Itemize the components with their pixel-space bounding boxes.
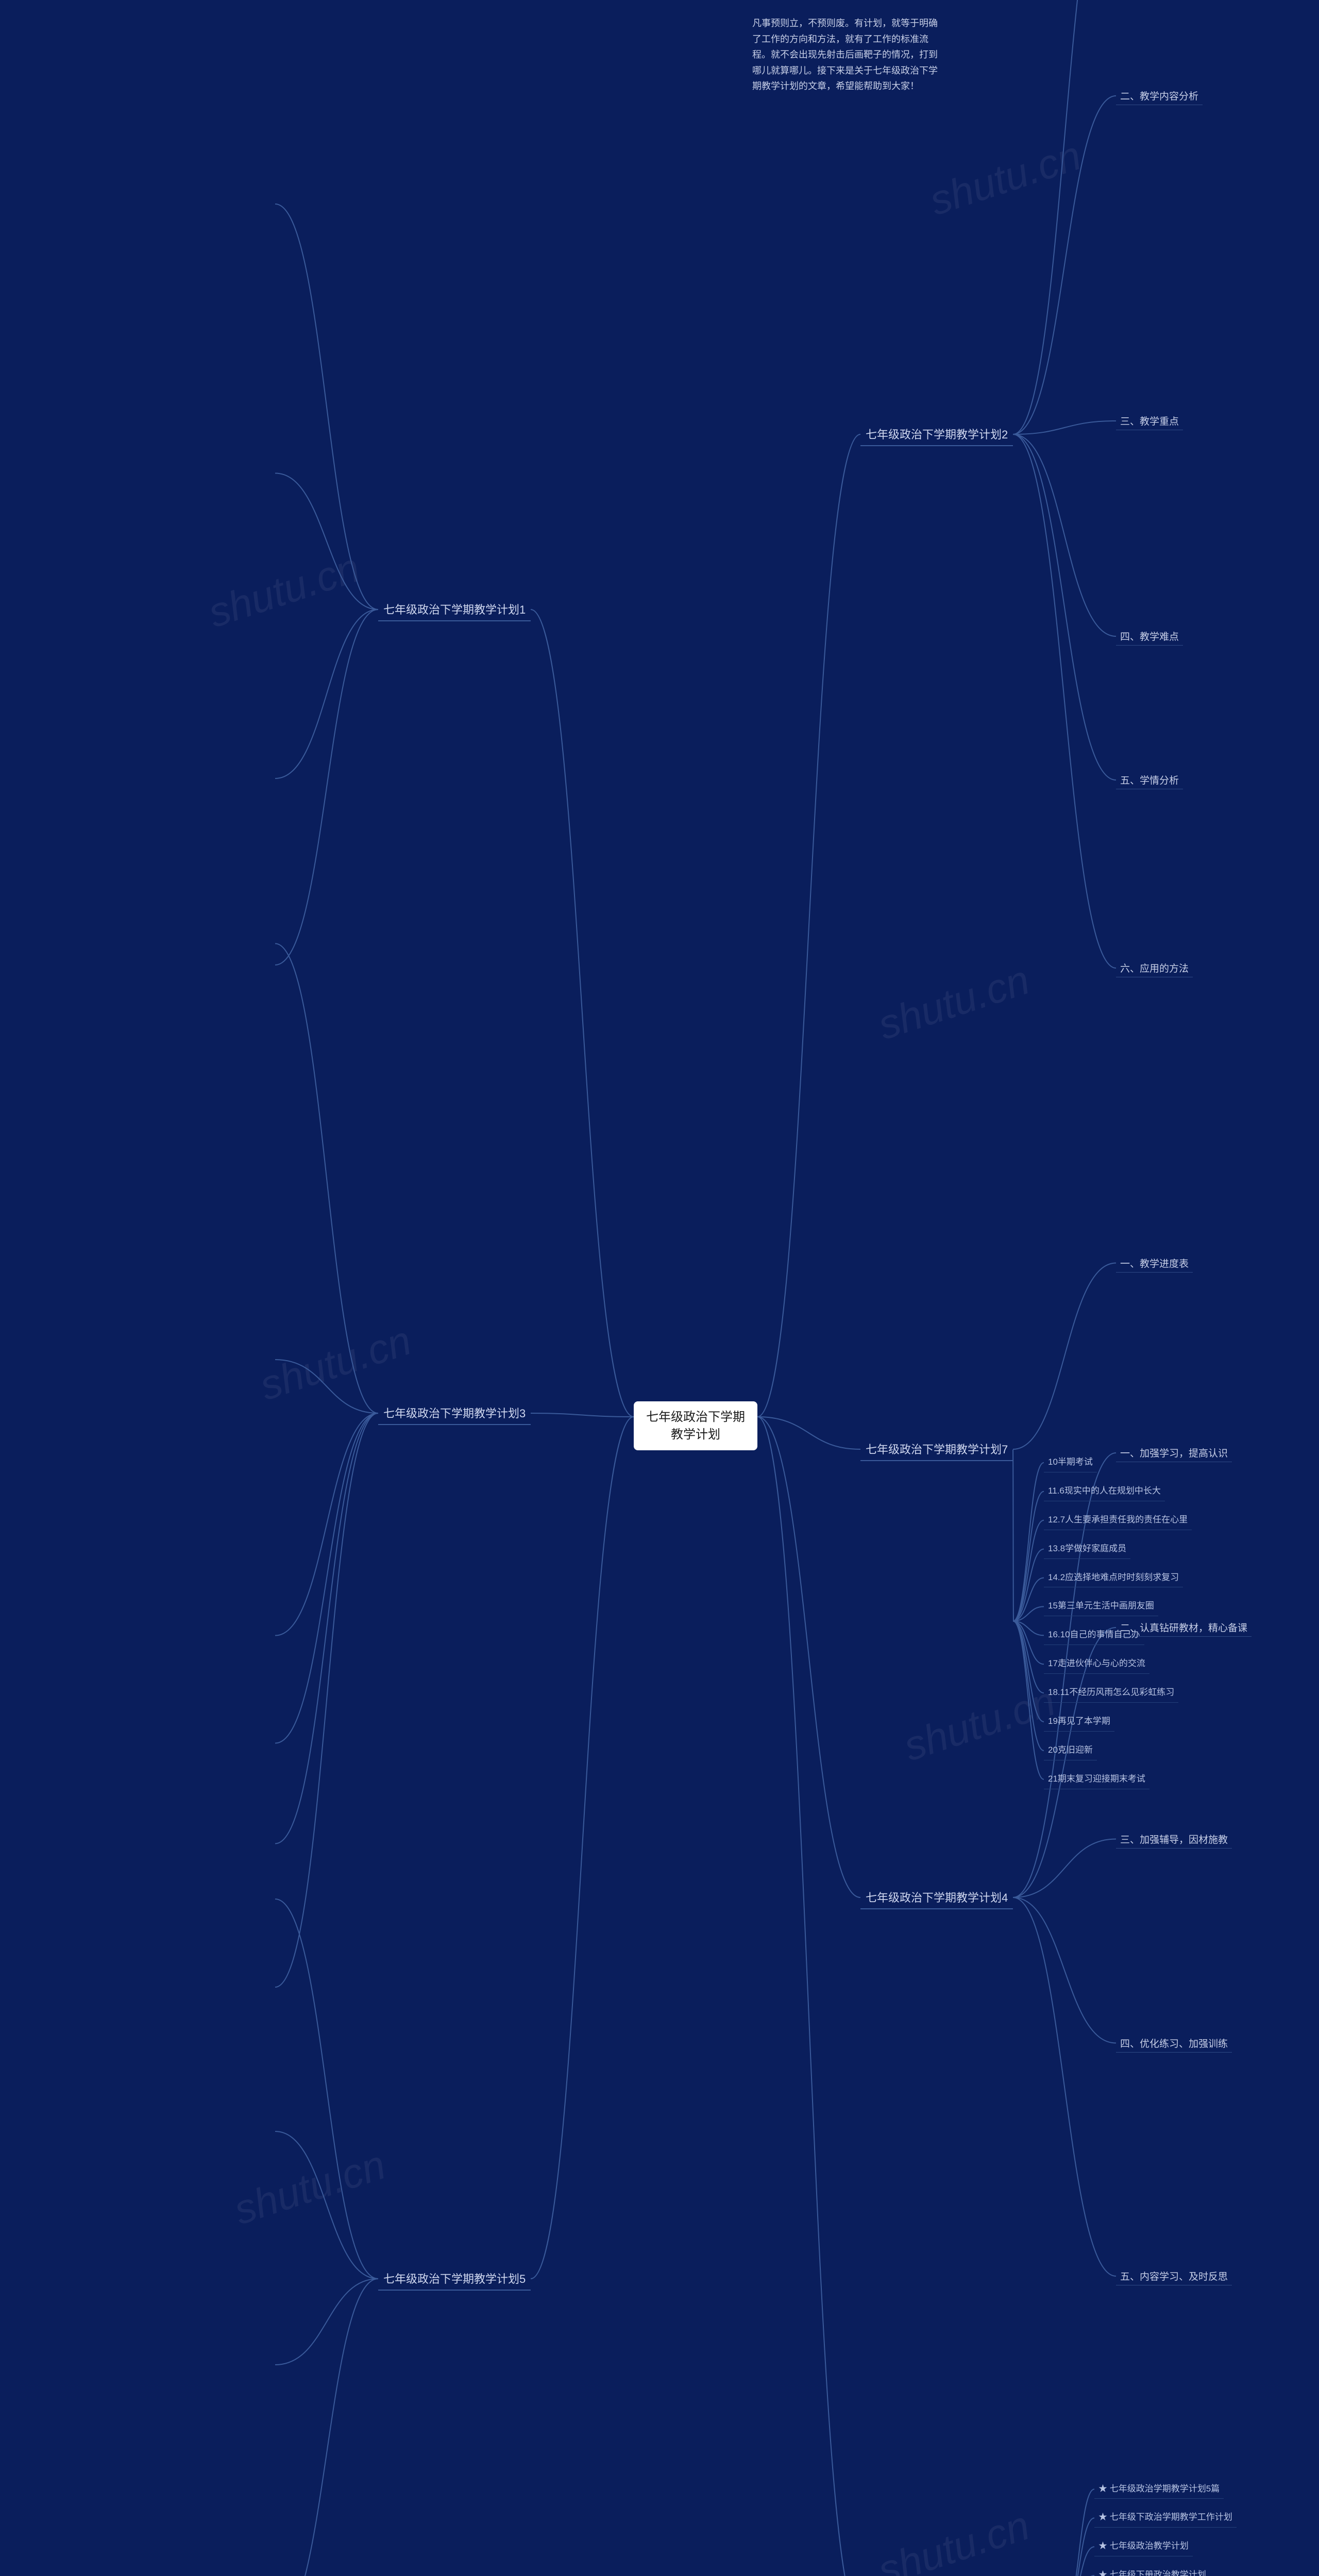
section-node: 七年级政治下学期教学计划1 bbox=[378, 598, 531, 621]
leaf-node: 21期末复习迎接期末考试 bbox=[1044, 1770, 1149, 1789]
leaf-column: 10半期考试 11.6现实中的人在规划中长大 12.7人生要承担责任我的责任在心里 1… bbox=[1044, 1453, 1192, 1789]
subhead-node: 五、学情分析 bbox=[1116, 771, 1183, 789]
watermark: shutu.cn bbox=[202, 544, 365, 637]
section-node: 七年级政治下学期教学计划7 bbox=[860, 1437, 1013, 1461]
leaf-node: 16.10自己的事情自己办 bbox=[1044, 1625, 1144, 1645]
connector-layer bbox=[0, 0, 1319, 2576]
leaf-node: 12.7人生要承担责任我的责任在心里 bbox=[1044, 1511, 1192, 1530]
section-node: 七年级政治下学期教学计划3 bbox=[378, 1401, 531, 1425]
watermark: shutu.cn bbox=[228, 2141, 391, 2234]
watermark: shutu.cn bbox=[872, 956, 1035, 1049]
mindmap-canvas: shutu.cn shutu.cn shutu.cn shutu.cn shut… bbox=[0, 0, 1319, 2576]
subhead-node: 四、教学难点 bbox=[1116, 627, 1183, 646]
leaf-node: ★ 七年级政治教学计划 bbox=[1094, 2537, 1193, 2556]
subhead-node: 六、应用的方法 bbox=[1116, 959, 1193, 977]
leaf-node: 10半期考试 bbox=[1044, 1453, 1097, 1472]
leaf-node: 11.6现实中的人在规划中长大 bbox=[1044, 1482, 1165, 1501]
root-node: 七年级政治下学期教学计划 bbox=[634, 1401, 757, 1450]
leaf-node: ★ 七年级下册政治教学计划 bbox=[1094, 2566, 1210, 2576]
subhead-node: 三、加强辅导，因材施教 bbox=[1116, 1830, 1232, 1849]
leaf-node: 20克旧迎新 bbox=[1044, 1741, 1097, 1760]
intro-text: 凡事预则立，不预则废。有计划，就等于明确了工作的方向和方法，就有了工作的标准流程… bbox=[752, 15, 938, 94]
subhead-node: 三、教学重点 bbox=[1116, 412, 1183, 430]
subhead-node: 一、教学进度表 bbox=[1116, 1254, 1193, 1273]
section-node: 七年级政治下学期教学计划4 bbox=[860, 1886, 1013, 1909]
leaf-node: 15第三单元生活中画朋友圈 bbox=[1044, 1597, 1158, 1616]
watermark: shutu.cn bbox=[254, 1317, 417, 1410]
watermark: shutu.cn bbox=[872, 2502, 1035, 2576]
section-node: 七年级政治下学期教学计划5 bbox=[378, 2267, 531, 2291]
section-node: 七年级政治下学期教学计划2 bbox=[860, 422, 1013, 446]
subhead-node: 二、教学内容分析 bbox=[1116, 87, 1203, 105]
leaf-node: 17走进伙伴心与心的交流 bbox=[1044, 1654, 1149, 1674]
leaf-node: 13.8学做好家庭成员 bbox=[1044, 1539, 1130, 1559]
leaf-column: ★ 七年级政治学期教学计划5篇 ★ 七年级下政治学期教学工作计划 ★ 七年级政治教学… bbox=[1094, 2480, 1239, 2576]
leaf-node: 19再见了本学期 bbox=[1044, 1712, 1114, 1732]
leaf-node: ★ 七年级政治学期教学计划5篇 bbox=[1094, 2480, 1224, 2499]
leaf-node: 18.11不经历风雨怎么见彩虹练习 bbox=[1044, 1683, 1178, 1703]
subhead-node: 四、优化练习、加强训练 bbox=[1116, 2034, 1232, 2053]
subhead-node: 五、内容学习、及时反思 bbox=[1116, 2267, 1232, 2285]
leaf-node: ★ 七年级下政治学期教学工作计划 bbox=[1094, 2508, 1237, 2528]
watermark: shutu.cn bbox=[898, 1677, 1061, 1771]
watermark: shutu.cn bbox=[924, 132, 1087, 225]
leaf-node: 14.2应选择地难点时时刻刻求复习 bbox=[1044, 1568, 1183, 1588]
